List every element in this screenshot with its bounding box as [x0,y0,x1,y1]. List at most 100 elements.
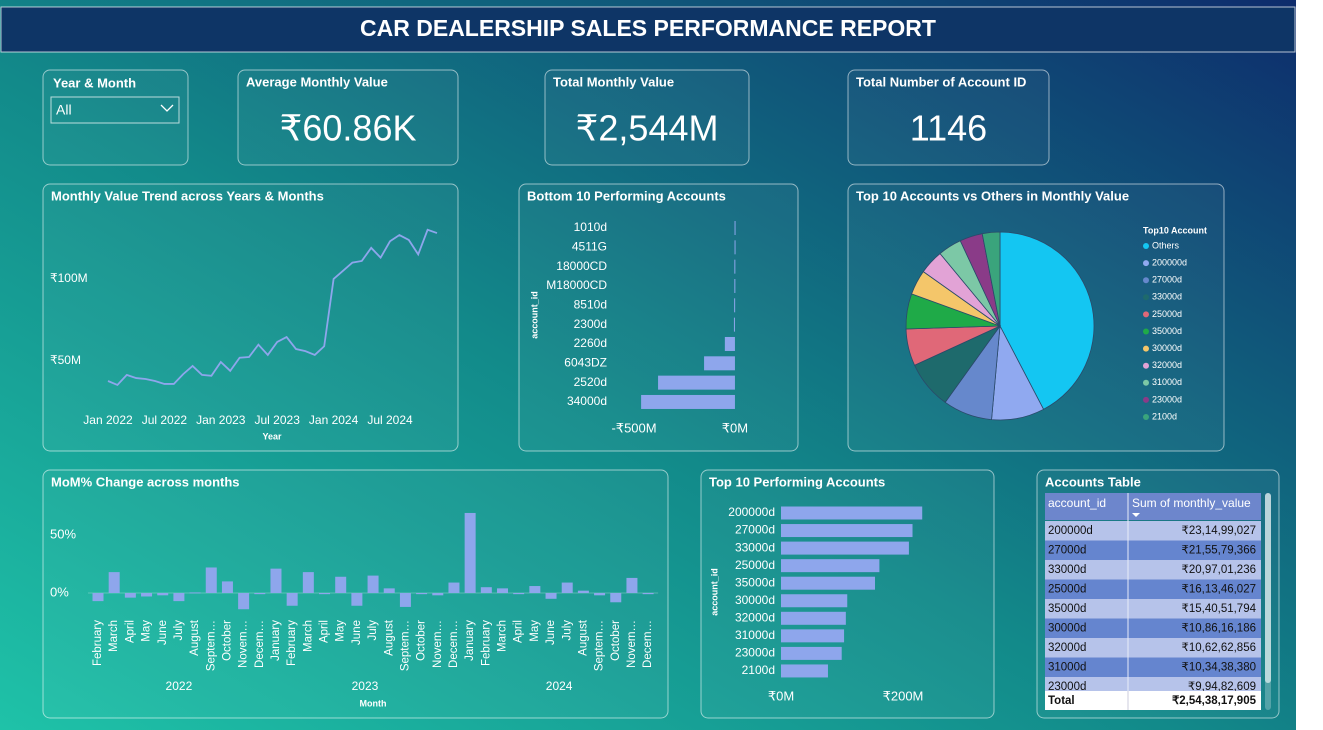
x-tick-label: Novem… [432,620,444,668]
year-label: 2022 [166,679,193,693]
x-tick-label: ₹200M [883,688,924,703]
table-cell: ₹10,62,62,856 [1182,642,1256,654]
y-tick-label: 27000d [735,523,775,537]
x-tick-label: August [189,619,201,656]
bar [733,317,735,332]
x-axis-title: Year [262,431,282,441]
table-cell: ₹15,40,51,794 [1182,603,1257,615]
x-tick-label: January [464,620,476,661]
table-total: Total [1048,695,1075,707]
x-tick-label: May [141,620,153,642]
table-cell: 25000d [1048,584,1086,596]
bar [734,278,736,293]
legend-label: 30000d [1152,343,1182,353]
bar [545,593,557,599]
table-row [1045,579,1261,599]
bar [734,259,736,274]
report-title: CAR DEALERSHIP SALES PERFORMANCE REPORT [360,15,936,41]
bar [205,567,217,593]
x-tick-label: October [416,620,428,661]
filter-panel [42,69,189,166]
kpi-value: ₹2,544M [576,108,719,149]
bar [626,577,638,593]
x-tick-label: Jul 2024 [367,413,413,427]
x-tick-label: Septem… [399,620,411,671]
x-tick-label: May [335,620,347,642]
y-tick-label: 35000d [735,575,775,589]
x-tick-label: March [108,620,120,652]
x-tick-label: July [367,620,379,641]
table-total-row [1045,691,1261,710]
kpi-card [847,69,1050,166]
x-tick-label: Novem… [238,620,250,668]
bar [367,575,379,593]
legend-swatch [1143,260,1149,267]
bar [610,593,622,603]
legend-label: 25000d [1152,309,1182,319]
table-cell: ₹21,55,79,366 [1182,545,1256,557]
y-tick-label: 2100d [742,663,775,677]
bar [734,221,736,235]
chart-panel [700,469,995,719]
legend-swatch [1143,277,1149,284]
bar [432,593,444,596]
scrollbar-thumb[interactable] [1265,493,1271,683]
x-tick-label: February [92,620,104,666]
legend-swatch [1143,379,1149,386]
y-tick-label: 30000d [735,593,775,607]
x-tick-label: Decem… [254,620,266,668]
kpi-card [544,69,750,166]
y-tick-label: 6043DZ [564,355,607,369]
bar [157,593,169,596]
bar [641,394,735,409]
table-cell: 27000d [1048,545,1086,557]
x-tick-label: February [480,620,492,666]
legend-swatch [1143,294,1149,301]
table-header [1045,493,1261,520]
table-cell: ₹16,13,46,027 [1182,584,1256,596]
table-row [1045,677,1261,691]
y-tick-label: 1010d [574,220,607,234]
kpi-value: 1146 [910,108,987,149]
x-tick-label: Jul 2023 [255,413,301,427]
bar [734,298,736,313]
bar [335,576,347,593]
table-row [1045,657,1261,677]
y-axis-title: account_id [709,568,719,616]
y-tick-label: 2260d [574,336,607,350]
dropdown-value: All [56,102,72,118]
x-tick-label: Jan 2024 [309,413,359,427]
x-tick-label: July [173,620,185,641]
legend-swatch [1143,414,1149,420]
table-cell: 30000d [1048,623,1086,635]
bar [221,581,233,593]
y-tick-label: 4511G [572,240,607,254]
header-bar [0,6,1296,53]
bar [448,582,460,593]
x-tick-label: Jul 2022 [142,413,188,427]
table-cell: ₹9,94,82,609 [1188,681,1256,693]
table-row [1045,560,1261,580]
bar [254,593,266,595]
bar [561,582,573,593]
legend-swatch [1143,362,1149,369]
chart-title: Bottom 10 Performing Accounts [527,188,726,203]
bar [92,593,104,602]
y-tick-label: 34000d [567,394,607,408]
table-cell: 200000d [1048,525,1093,537]
x-tick-label: Decem… [448,620,460,668]
bar [724,336,735,351]
table-cell: 31000d [1048,662,1086,674]
bar [189,592,201,594]
bar [108,572,120,593]
bar [416,593,428,595]
chart-title: MoM% Change across months [51,474,240,489]
dropdown-chevron [160,104,174,112]
bar [781,541,909,555]
y-tick-label: 8510d [574,297,607,311]
legend-swatch [1143,396,1149,403]
dropdown[interactable] [50,96,180,124]
chart-title: Top 10 Performing Accounts [709,474,885,489]
chart-panel [518,183,799,452]
x-tick-label: June [351,620,363,645]
